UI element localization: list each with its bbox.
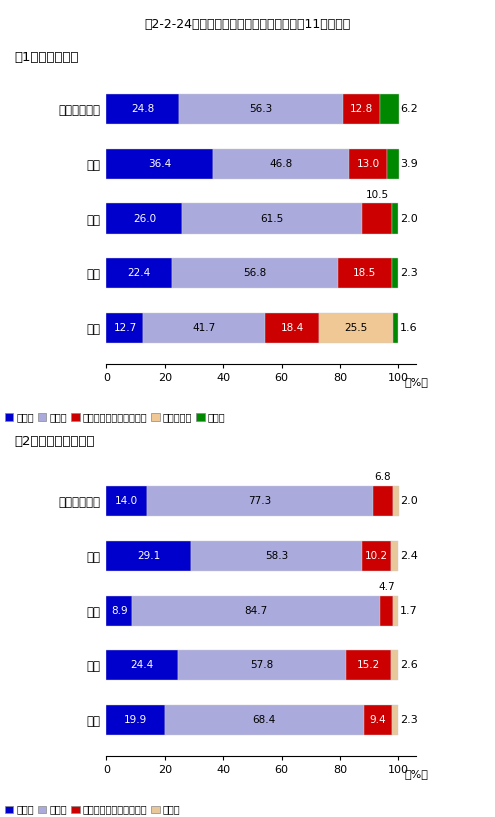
Text: 9.4: 9.4 (370, 715, 386, 725)
Bar (391, 650, 398, 681)
Text: 24.4: 24.4 (130, 660, 153, 671)
Text: 46.8: 46.8 (269, 158, 293, 169)
Text: 84.7: 84.7 (245, 605, 268, 616)
Text: 18.4: 18.4 (281, 323, 303, 333)
Bar (106, 541, 192, 571)
Text: 2.3: 2.3 (400, 715, 417, 725)
Text: 12.7: 12.7 (113, 323, 137, 333)
Text: 10.5: 10.5 (366, 190, 389, 199)
Bar (361, 541, 391, 571)
Text: 1.6: 1.6 (399, 323, 417, 333)
Bar (393, 203, 398, 234)
Bar (179, 94, 343, 124)
Text: 6.2: 6.2 (400, 104, 418, 114)
Bar (106, 149, 213, 179)
Text: 4.7: 4.7 (378, 582, 395, 592)
Text: 1.7: 1.7 (400, 605, 417, 616)
Legend: 進学者, 就職者, 就職が決まっていない者, 臨床研修医, その他: 進学者, 就職者, 就職が決まっていない者, 臨床研修医, その他 (4, 413, 225, 422)
Text: 58.3: 58.3 (265, 551, 288, 561)
Bar (265, 313, 319, 343)
Text: 36.4: 36.4 (148, 158, 171, 169)
Text: 8.9: 8.9 (111, 605, 128, 616)
Text: 3.9: 3.9 (400, 158, 418, 169)
Text: 第2-2-24図　大学の学位別進路動向（平成11年３月）: 第2-2-24図 大学の学位別進路動向（平成11年３月） (145, 18, 350, 31)
Text: 19.9: 19.9 (124, 715, 147, 725)
Text: 22.4: 22.4 (128, 268, 151, 279)
Bar (106, 596, 132, 626)
Bar (106, 313, 144, 343)
Text: 25.5: 25.5 (345, 323, 368, 333)
Text: 29.1: 29.1 (137, 551, 160, 561)
Text: （%）: （%） (404, 377, 428, 387)
Text: 13.0: 13.0 (357, 158, 380, 169)
Bar (172, 258, 338, 288)
Text: 2.0: 2.0 (400, 496, 418, 507)
Bar (364, 705, 392, 735)
Bar (349, 149, 387, 179)
Bar (387, 149, 398, 179)
Text: 26.0: 26.0 (133, 213, 156, 224)
Bar (380, 596, 394, 626)
Bar (144, 313, 265, 343)
Text: 56.8: 56.8 (243, 268, 266, 279)
Bar (391, 541, 398, 571)
Text: 2.6: 2.6 (400, 660, 417, 671)
Bar (373, 486, 393, 516)
Text: 2.0: 2.0 (400, 213, 417, 224)
Bar (106, 650, 178, 681)
Text: 57.8: 57.8 (250, 660, 274, 671)
Bar (362, 203, 393, 234)
Bar (164, 705, 364, 735)
Text: 61.5: 61.5 (260, 213, 284, 224)
Bar (343, 94, 381, 124)
Bar (394, 313, 398, 343)
Bar (213, 149, 349, 179)
Bar (106, 258, 172, 288)
Text: （%）: （%） (404, 770, 428, 779)
Text: （2）修士課程修了時: （2）修士課程修了時 (15, 435, 96, 448)
Bar (178, 650, 346, 681)
Bar (106, 705, 164, 735)
Bar (148, 486, 373, 516)
Bar (394, 596, 398, 626)
Bar (346, 650, 391, 681)
Text: 2.4: 2.4 (400, 551, 418, 561)
Text: 77.3: 77.3 (248, 496, 272, 507)
Bar (182, 203, 362, 234)
Text: 12.8: 12.8 (350, 104, 373, 114)
Bar (192, 541, 361, 571)
Text: 18.5: 18.5 (353, 268, 376, 279)
Bar (106, 94, 179, 124)
Text: 14.0: 14.0 (115, 496, 139, 507)
Bar (393, 486, 398, 516)
Text: （1）大学卒業時: （1）大学卒業時 (15, 51, 79, 64)
Text: 41.7: 41.7 (193, 323, 216, 333)
Bar (106, 203, 182, 234)
Bar (319, 313, 394, 343)
Bar (381, 94, 398, 124)
Text: 24.8: 24.8 (131, 104, 154, 114)
Bar (392, 705, 398, 735)
Text: 10.2: 10.2 (365, 551, 388, 561)
Bar (106, 486, 148, 516)
Text: 15.2: 15.2 (357, 660, 380, 671)
Bar (338, 258, 392, 288)
Text: 6.8: 6.8 (375, 472, 391, 482)
Bar (392, 258, 398, 288)
Bar (132, 596, 380, 626)
Text: 2.3: 2.3 (400, 268, 417, 279)
Text: 68.4: 68.4 (253, 715, 276, 725)
Legend: 進学者, 就職者, 就職が決まっていない者, その他: 進学者, 就職者, 就職が決まっていない者, その他 (4, 805, 180, 815)
Text: 56.3: 56.3 (249, 104, 273, 114)
